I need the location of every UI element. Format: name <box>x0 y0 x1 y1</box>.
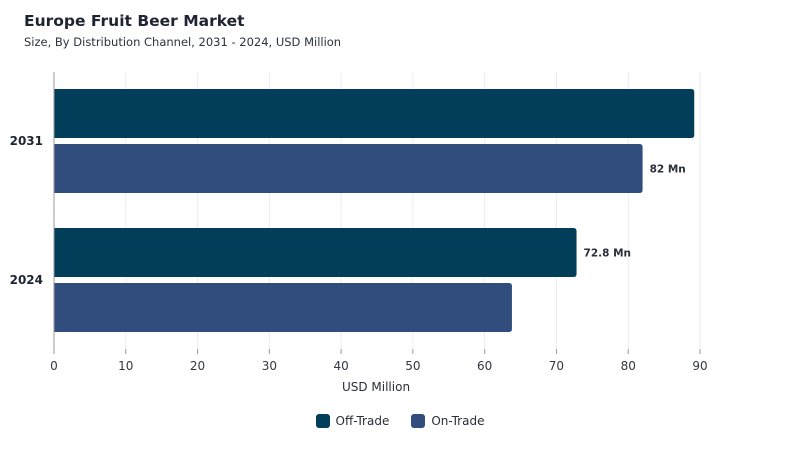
x-tick-label: 50 <box>405 359 420 373</box>
chart-subtitle: Size, By Distribution Channel, 2031 - 20… <box>24 35 342 49</box>
x-tick-label: 70 <box>549 359 564 373</box>
data-label: 82 Mn <box>650 164 686 176</box>
x-tick-label: 0 <box>50 359 58 373</box>
bar-off-trade-2024[interactable] <box>54 228 577 277</box>
x-tick-label: 40 <box>333 359 348 373</box>
bars <box>54 89 695 332</box>
x-tick-label: 80 <box>621 359 636 373</box>
chart-title: Europe Fruit Beer Market <box>24 12 245 30</box>
data-label: 72.8 Mn <box>584 248 632 260</box>
x-tick-label: 90 <box>692 359 707 373</box>
legend-item-on-trade[interactable]: On-Trade <box>411 414 484 428</box>
legend-swatch-off-trade <box>315 414 330 428</box>
bar-on-trade-2024[interactable] <box>54 283 512 332</box>
y-category-label: 2031 <box>10 134 43 148</box>
x-tick-label: 60 <box>477 359 492 373</box>
data-labels: 82 Mn 72.8 Mn <box>584 164 686 260</box>
x-axis-title: USD Million <box>342 380 410 394</box>
x-tick-label: 20 <box>190 359 205 373</box>
bar-on-trade-2031[interactable] <box>54 144 643 193</box>
x-tick-label: 30 <box>262 359 277 373</box>
x-tick-label: 10 <box>118 359 133 373</box>
legend-swatch-on-trade <box>411 414 426 428</box>
legend-label-off-trade: Off-Trade <box>335 414 390 428</box>
legend-item-off-trade[interactable]: Off-Trade <box>315 414 390 428</box>
legend-label-on-trade: On-Trade <box>431 414 485 428</box>
bar-off-trade-2031[interactable] <box>54 89 695 138</box>
axes: 0 10 20 30 40 50 60 70 80 90 2031 2024 <box>10 72 708 373</box>
y-category-label: 2024 <box>10 273 43 287</box>
legend: Off-Trade On-Trade <box>0 414 800 428</box>
